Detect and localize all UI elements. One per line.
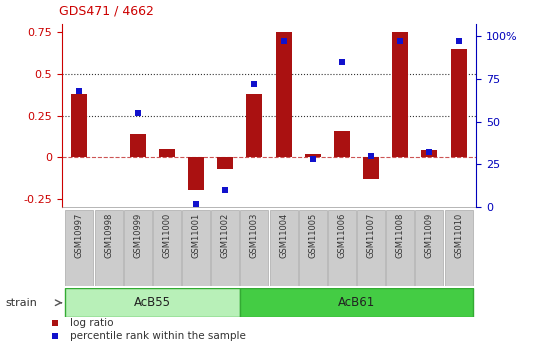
Text: GSM11005: GSM11005	[308, 213, 317, 258]
Bar	[415, 210, 443, 286]
Bar	[299, 210, 327, 286]
Text: GSM10998: GSM10998	[104, 213, 113, 258]
Bar	[357, 210, 385, 286]
Bar	[130, 134, 146, 157]
Bar	[65, 288, 240, 317]
Text: GSM11004: GSM11004	[279, 213, 288, 258]
Text: GSM11001: GSM11001	[192, 213, 201, 258]
Bar	[451, 49, 466, 157]
Text: strain: strain	[5, 298, 37, 308]
Bar	[95, 210, 123, 286]
Bar	[334, 130, 350, 157]
Bar	[270, 210, 298, 286]
Text: GSM11007: GSM11007	[366, 213, 376, 258]
Text: GSM11010: GSM11010	[454, 213, 463, 258]
Bar	[444, 210, 472, 286]
Text: GSM11003: GSM11003	[250, 213, 259, 258]
Text: GSM10997: GSM10997	[75, 213, 84, 258]
Text: percentile rank within the sample: percentile rank within the sample	[70, 331, 246, 341]
Bar	[124, 210, 152, 286]
Bar	[386, 210, 414, 286]
Text: GSM11009: GSM11009	[425, 213, 434, 258]
Bar	[188, 157, 204, 190]
Text: GDS471 / 4662: GDS471 / 4662	[59, 4, 154, 17]
Text: GSM10999: GSM10999	[133, 213, 142, 258]
Bar	[363, 157, 379, 179]
Text: GSM11008: GSM11008	[396, 213, 405, 258]
Bar	[240, 210, 268, 286]
Bar	[240, 288, 473, 317]
Bar	[153, 210, 181, 286]
Text: log ratio: log ratio	[70, 318, 114, 328]
Bar	[217, 157, 233, 169]
Bar	[159, 149, 175, 157]
Text: GSM11000: GSM11000	[162, 213, 172, 258]
Bar	[275, 32, 292, 157]
Bar	[305, 154, 321, 157]
Text: GSM11006: GSM11006	[337, 213, 346, 258]
Bar	[211, 210, 239, 286]
Text: AcB55: AcB55	[134, 296, 171, 309]
Text: AcB61: AcB61	[338, 296, 375, 309]
Bar	[182, 210, 210, 286]
Bar	[421, 150, 437, 157]
Bar	[246, 94, 263, 157]
Bar	[392, 32, 408, 157]
Bar	[72, 94, 87, 157]
Text: GSM11002: GSM11002	[221, 213, 230, 258]
Bar	[66, 210, 94, 286]
Bar	[328, 210, 356, 286]
